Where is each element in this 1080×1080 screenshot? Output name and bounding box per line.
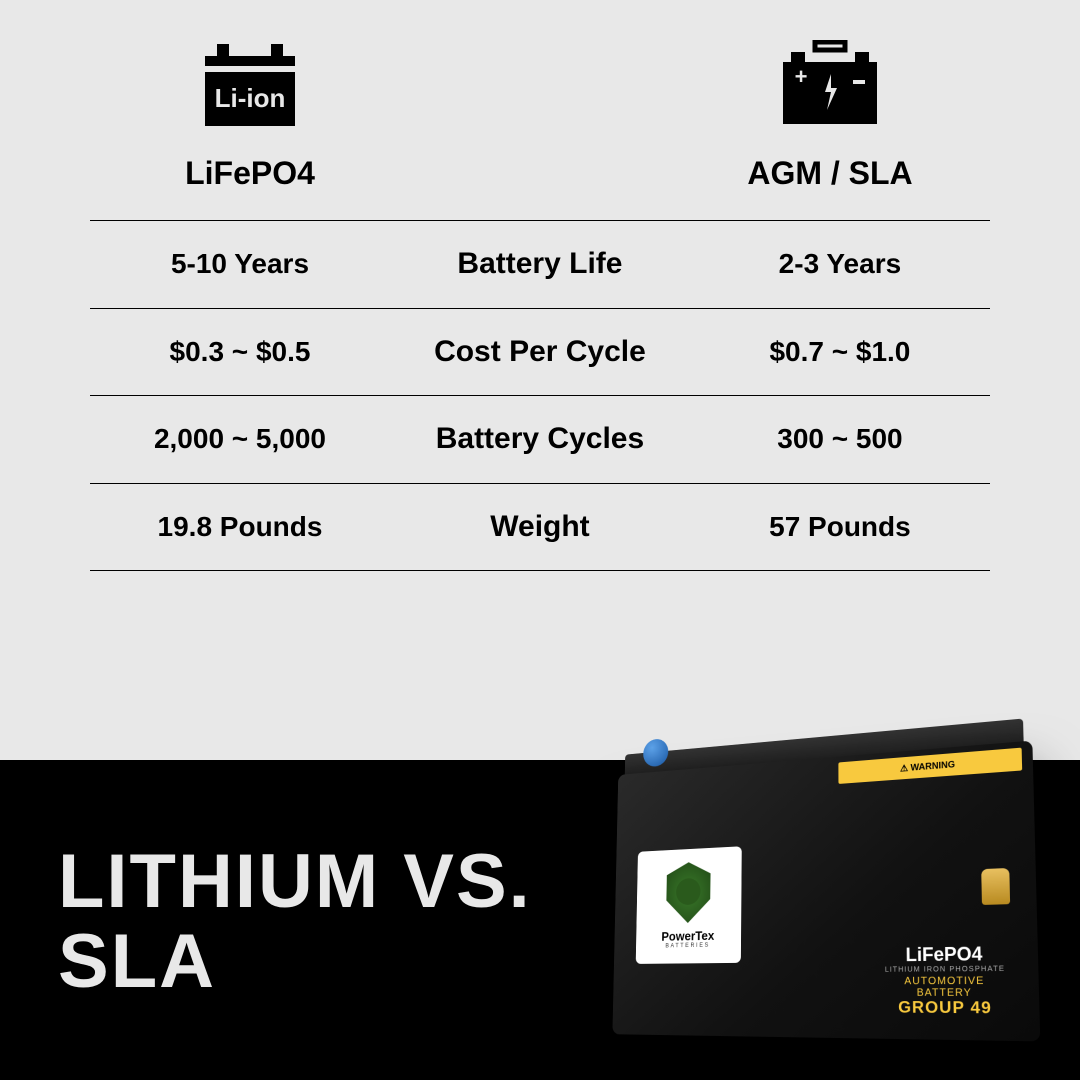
headline: LITHIUM VS. SLA <box>58 842 532 1002</box>
agm-column-header: + AGM / SLA <box>730 40 930 192</box>
svg-text:Li-ion: Li-ion <box>215 83 286 113</box>
table-row: 19.8 Pounds Weight 57 Pounds <box>90 483 990 572</box>
chemistry-subtext: LITHIUM IRON PHOSPHATE <box>877 965 1014 973</box>
icons-row: Li-ion LiFePO4 + AGM / SLA <box>90 40 990 192</box>
cell-left: 19.8 Pounds <box>90 511 390 543</box>
headline-line1: LITHIUM VS. <box>58 842 532 922</box>
agm-label: AGM / SLA <box>730 155 930 192</box>
cell-right: 2-3 Years <box>690 248 990 280</box>
chemistry-label: LiFePO4 <box>877 943 1014 967</box>
battery-body: ⚠ WARNING PowerTex BATTERIES LiFePO4 LIT… <box>612 741 1040 1042</box>
headline-line2: SLA <box>58 922 532 1002</box>
product-side-label: LiFePO4 LITHIUM IRON PHOSPHATE AUTOMOTIV… <box>877 943 1015 1019</box>
group-label: GROUP 49 <box>877 999 1015 1019</box>
lifepo4-label: LiFePO4 <box>150 155 350 192</box>
cell-right: $0.7 ~ $1.0 <box>690 336 990 368</box>
table-row: $0.3 ~ $0.5 Cost Per Cycle $0.7 ~ $1.0 <box>90 308 990 396</box>
brand-subtext: BATTERIES <box>636 942 741 950</box>
cell-mid: Cost Per Cycle <box>390 335 690 370</box>
lithium-battery-icon: Li-ion <box>195 40 305 130</box>
cell-mid: Weight <box>390 510 690 545</box>
brand-shield-icon <box>664 861 714 924</box>
battery-product-image: ⚠ WARNING PowerTex BATTERIES LiFePO4 LIT… <box>612 741 1040 1042</box>
table-row: 2,000 ~ 5,000 Battery Cycles 300 ~ 500 <box>90 395 990 483</box>
svg-text:+: + <box>795 64 808 89</box>
positive-terminal-icon <box>981 868 1010 905</box>
automotive-label: AUTOMOTIVE BATTERY <box>877 975 1015 999</box>
comparison-section: Li-ion LiFePO4 + AGM / SLA 5-10 Years Ba… <box>0 0 1080 760</box>
cell-left: 2,000 ~ 5,000 <box>90 423 390 455</box>
brand-badge: PowerTex BATTERIES <box>636 846 742 964</box>
cell-right: 300 ~ 500 <box>690 423 990 455</box>
lifepo4-column-header: Li-ion LiFePO4 <box>150 40 350 192</box>
comparison-table: 5-10 Years Battery Life 2-3 Years $0.3 ~… <box>90 220 990 571</box>
table-row: 5-10 Years Battery Life 2-3 Years <box>90 220 990 308</box>
cell-right: 57 Pounds <box>690 511 990 543</box>
cell-mid: Battery Life <box>390 247 690 282</box>
cell-left: $0.3 ~ $0.5 <box>90 336 390 368</box>
cell-left: 5-10 Years <box>90 248 390 280</box>
car-battery-icon: + <box>775 40 885 130</box>
cell-mid: Battery Cycles <box>390 422 690 457</box>
